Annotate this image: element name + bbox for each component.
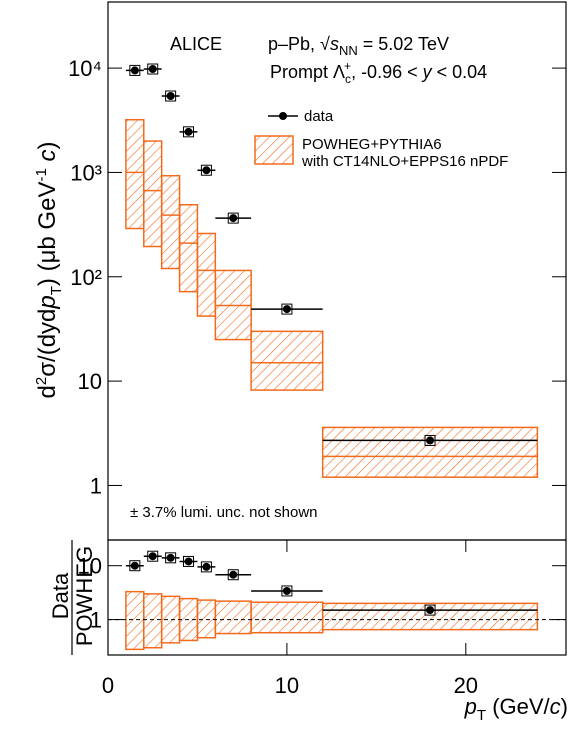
sys-box (147, 63, 159, 75)
model-band (143, 593, 163, 649)
y-tick-label: 10² (70, 265, 102, 290)
data-point (426, 606, 435, 615)
model-band (196, 599, 217, 639)
text-part: -1 (33, 168, 50, 181)
text-part: (GeV/ (486, 694, 550, 719)
text-part: ) (μb GeV (34, 182, 61, 287)
legend-label: data (304, 108, 334, 125)
text-part: = 5.02 TeV (358, 34, 449, 54)
experiment: ALICE (170, 34, 222, 54)
sys-box (129, 560, 141, 572)
x-axis-label: pT (GeV/c) (464, 694, 568, 724)
data-point (202, 562, 211, 571)
sys-box (424, 604, 436, 616)
y-tick-label: 10 (78, 554, 102, 579)
data-point (229, 570, 238, 579)
text-part: c (345, 72, 351, 86)
model-band (250, 601, 324, 634)
data-point (184, 127, 193, 136)
legend-swatch (254, 135, 294, 165)
sys-box (227, 569, 239, 581)
data-point (282, 586, 291, 595)
sys-box (200, 561, 212, 573)
model-band (196, 232, 217, 317)
sys-box (129, 64, 141, 76)
model-band (321, 426, 539, 478)
text-part: p–Pb, (268, 34, 320, 54)
data-point (166, 553, 175, 562)
ratio-numerator: Data (48, 572, 73, 619)
sys-box (200, 164, 212, 176)
data-point (166, 92, 175, 101)
data-point (426, 436, 435, 445)
model-band (250, 330, 324, 391)
legend-label: with CT14NLO+EPPS16 nPDF (301, 153, 508, 170)
text-part: √ (320, 34, 330, 54)
text-part: + (344, 59, 351, 73)
model-band (178, 204, 199, 293)
y-tick-label: 1 (90, 608, 102, 633)
text-part: Prompt Λ (270, 62, 345, 82)
y-axis-label: d2σ/(dydpT) (μb GeV-1 c) (33, 142, 65, 399)
x-tick-label: 20 (454, 673, 478, 698)
text-part: σ/(dyd (34, 309, 61, 377)
text-part (34, 162, 61, 169)
y-tick-label: 10⁴ (68, 56, 102, 81)
text-part: 2 (33, 377, 50, 385)
lumi-note: ± 3.7% lumi. unc. not shown (130, 504, 318, 521)
model-band (125, 118, 145, 230)
model-band (160, 174, 181, 270)
text-part: s (330, 34, 339, 54)
legend-marker (279, 112, 287, 120)
system-label: p–Pb, √sNN = 5.02 TeV (268, 34, 449, 58)
data-point (202, 166, 211, 175)
data-point (148, 552, 157, 561)
model-band (214, 600, 252, 635)
data-point (148, 65, 157, 74)
text-part: < 0.04 (432, 62, 488, 82)
text-part: ) (34, 142, 61, 150)
text-part: p (34, 295, 61, 309)
text-part: c (34, 150, 61, 162)
x-tick-label: 0 (102, 673, 114, 698)
text-part: d (34, 385, 61, 398)
sys-box (281, 303, 293, 315)
text-part: T (48, 286, 65, 295)
data-point (184, 557, 193, 566)
ratio-denominator: POWHEG (72, 546, 97, 646)
text-part: T (477, 707, 486, 724)
sys-box (147, 550, 159, 562)
particle-label: Prompt Λc+, -0.96 < y < 0.04 (270, 59, 487, 86)
data-point (130, 66, 139, 75)
text-part: NN (339, 43, 358, 58)
sys-box (424, 434, 436, 446)
sys-box (281, 585, 293, 597)
y-tick-label: 1 (90, 473, 102, 498)
text-part: p (464, 694, 477, 719)
data-point (229, 214, 238, 223)
frame (107, 539, 567, 656)
sys-box (183, 126, 195, 138)
text-part: c (550, 694, 561, 719)
legend-label: POWHEG+PYTHIA6 (302, 136, 442, 153)
sys-box (165, 552, 177, 564)
sys-box (165, 90, 177, 102)
model-band (125, 590, 145, 651)
model-band (143, 140, 163, 248)
x-tick-label: 10 (275, 673, 299, 698)
sys-box (227, 212, 239, 224)
sys-box (183, 555, 195, 567)
y-tick-label: 10 (78, 369, 102, 394)
data-point (282, 305, 291, 314)
text-part: ) (561, 694, 568, 719)
y-tick-label: 10³ (70, 160, 102, 185)
text-part: y (421, 62, 433, 82)
data-point (130, 561, 139, 570)
text-part: , -0.96 < (351, 62, 423, 82)
